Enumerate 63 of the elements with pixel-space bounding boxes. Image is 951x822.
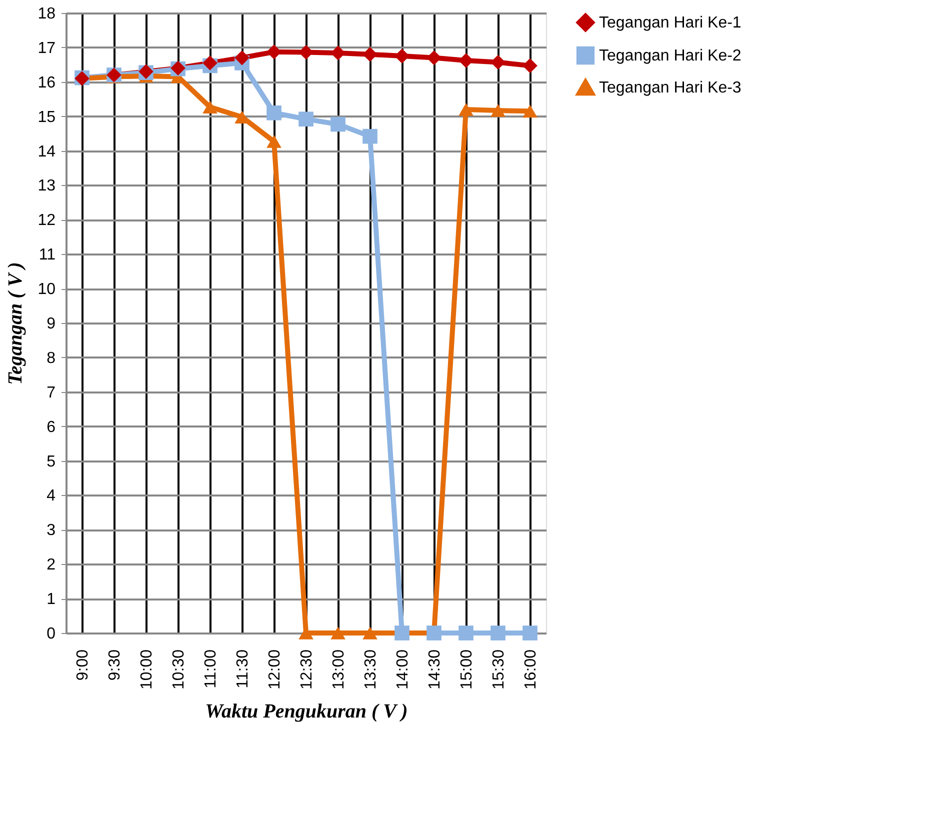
legend-label: Tegangan Hari Ke-3: [599, 80, 742, 96]
y-axis-title: Tegangan ( V ): [4, 262, 27, 385]
x-axis-title: Waktu Pengukuran ( V ): [205, 700, 408, 723]
point: [330, 116, 346, 132]
y-tick-label: 15: [38, 108, 56, 126]
x-tick-label: 10:30: [170, 649, 188, 690]
point: [234, 50, 250, 66]
y-tick-label: 8: [46, 350, 56, 367]
y-tick-label: 6: [46, 418, 56, 436]
y-tick-label: 7: [46, 384, 56, 402]
x-tick-label: 10:00: [138, 649, 156, 690]
y-tick-label: 0: [46, 626, 56, 642]
y-tick-label: 11: [38, 246, 56, 264]
y-tick-label: 2: [46, 556, 56, 574]
point: [490, 626, 506, 640]
x-tick-label: 9:00: [74, 649, 92, 681]
point: [298, 112, 314, 127]
legend-label: Tegangan Hari Ke-2: [599, 48, 742, 64]
x-tick-label: 15:30: [490, 649, 508, 690]
point: [522, 104, 538, 118]
y-tick-label: 18: [38, 6, 56, 22]
point: [266, 135, 282, 148]
point: [362, 46, 378, 62]
y-tick-label: 16: [38, 74, 56, 92]
x-tick-label: 14:00: [394, 649, 412, 690]
x-tick-label: 14:30: [426, 649, 444, 690]
point: [458, 626, 474, 640]
y-tick-label: 1: [46, 591, 56, 608]
point: [522, 626, 538, 640]
point: [330, 46, 346, 60]
point: [362, 626, 378, 640]
point: [202, 100, 218, 114]
point: [330, 626, 346, 640]
x-tick-label: 15:00: [458, 649, 476, 690]
x-tick-label: 12:30: [298, 649, 316, 690]
x-tick-label: 16:00: [522, 649, 540, 690]
point: [266, 105, 282, 120]
y-tick-label: 14: [38, 143, 56, 160]
point: [458, 103, 474, 116]
x-tick-label: 9:30: [106, 649, 124, 681]
y-tick-label: 4: [46, 488, 56, 505]
y-tick-label: 5: [46, 453, 56, 470]
x-tick-label: 13:00: [330, 649, 348, 690]
y-tick-label: 9: [46, 316, 56, 332]
point: [490, 104, 506, 117]
x-tick-label: 11:30: [234, 649, 252, 688]
point: [298, 44, 314, 60]
x-tick-label: 13:30: [362, 649, 380, 690]
point: [362, 128, 378, 144]
y-tick-label: 13: [38, 178, 56, 195]
point: [490, 54, 506, 70]
point: [426, 50, 442, 66]
x-tick-label: 12:00: [266, 649, 284, 690]
point: [522, 58, 538, 74]
legend-label: Tegangan Hari Ke-1: [599, 14, 742, 32]
point: [202, 56, 218, 70]
y-tick-label: 12: [38, 212, 56, 230]
y-tick-label: 3: [46, 522, 56, 540]
x-tick-label: 11:00: [202, 649, 220, 688]
y-tick-label: 17: [38, 40, 56, 57]
y-tick-label: 10: [38, 281, 56, 298]
point: [458, 53, 474, 68]
point: [394, 48, 410, 64]
